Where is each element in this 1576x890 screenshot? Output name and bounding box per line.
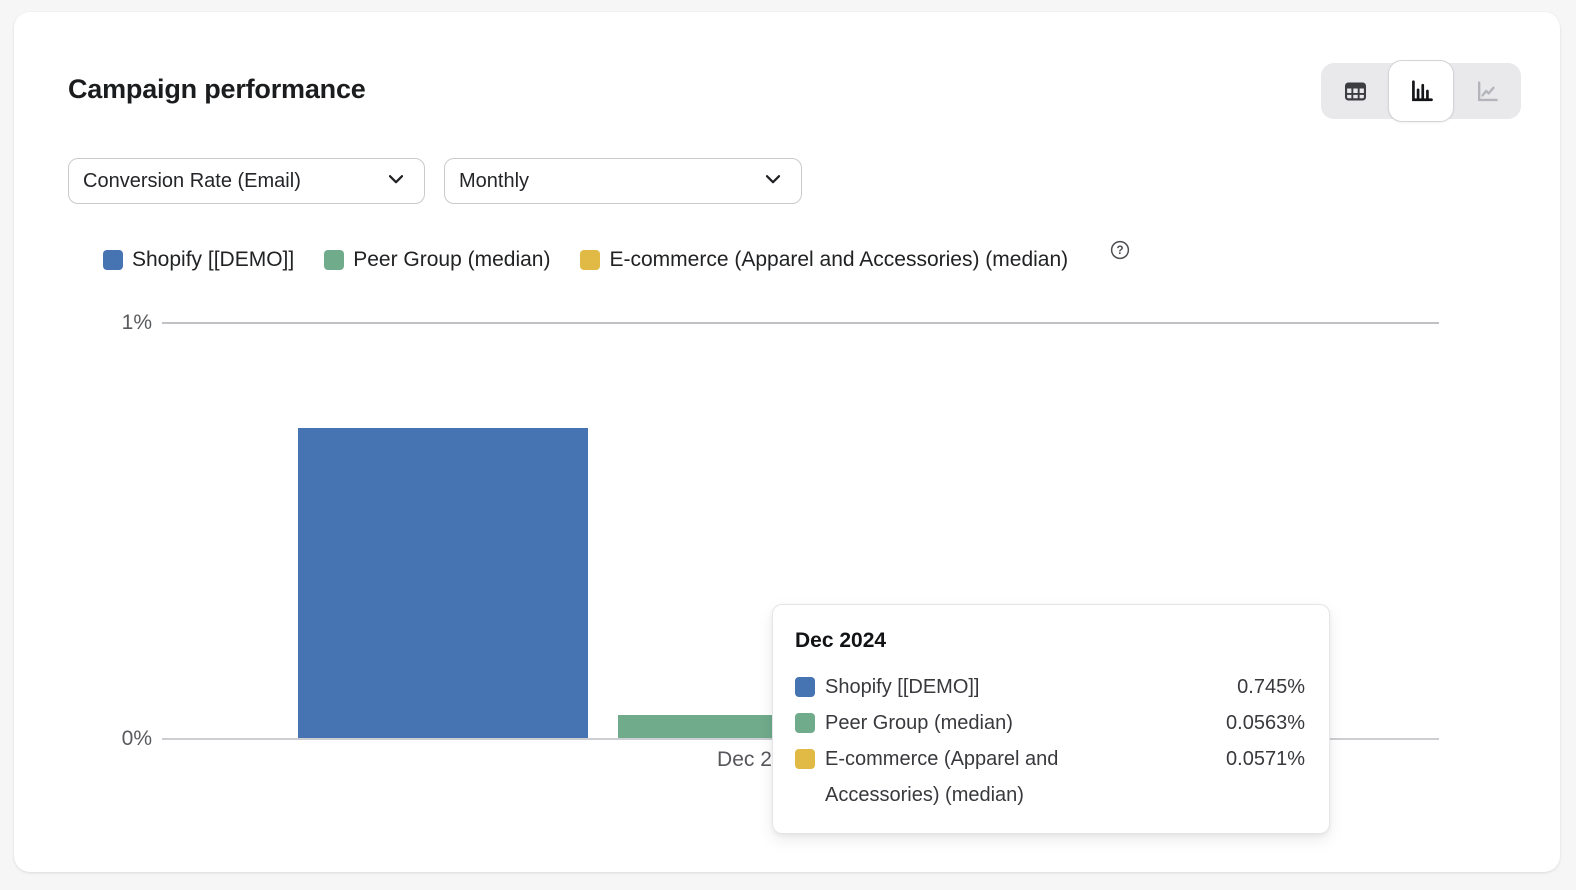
- chart-legend: Shopify [[DEMO]] Peer Group (median) E-c…: [103, 240, 1130, 272]
- chart-view-toggle: [1321, 60, 1521, 122]
- metric-dropdown-value: Conversion Rate (Email): [83, 169, 301, 192]
- legend-swatch-shopify: [103, 249, 123, 270]
- campaign-performance-card: Campaign performance: [14, 12, 1560, 872]
- tooltip-row-value: 0.0563%: [1226, 712, 1305, 734]
- tooltip-row-label: Shopify [[DEMO]]: [825, 676, 980, 698]
- page-title: Campaign performance: [68, 74, 366, 104]
- table-view-icon: [1342, 78, 1369, 105]
- legend-item-ecommerce[interactable]: E-commerce (Apparel and Accessories) (me…: [580, 248, 1068, 272]
- legend-swatch-ecommerce: [580, 249, 601, 270]
- tooltip-row-value: 0.745%: [1237, 676, 1305, 698]
- line-chart-view-button[interactable]: [1456, 63, 1518, 119]
- metric-dropdown[interactable]: Conversion Rate (Email): [68, 158, 425, 204]
- legend-item-shopify[interactable]: Shopify [[DEMO]]: [103, 248, 294, 272]
- interval-dropdown-value: Monthly: [459, 169, 530, 192]
- bar-chart-view-icon: [1407, 77, 1435, 105]
- tooltip-row-peer-group: Peer Group (median) 0.0563%: [795, 705, 1305, 741]
- svg-text:?: ?: [1117, 245, 1124, 257]
- chart-tooltip: Dec 2024 Shopify [[DEMO]] 0.745% Peer Gr…: [772, 604, 1330, 834]
- legend-label: E-commerce (Apparel and Accessories) (me…: [609, 247, 1069, 271]
- legend-label: Shopify [[DEMO]]: [132, 247, 295, 271]
- y-axis-tick-1pct: 1%: [121, 311, 152, 334]
- tooltip-swatch-ecommerce: [795, 749, 815, 769]
- tooltip-row-value: 0.0571%: [1226, 748, 1305, 770]
- tooltip-row-shopify: Shopify [[DEMO]] 0.745%: [795, 669, 1305, 705]
- legend-item-peer-group[interactable]: Peer Group (median): [324, 248, 550, 272]
- legend-swatch-peer-group: [324, 249, 345, 270]
- bar-shopify[interactable]: [298, 428, 588, 738]
- tooltip-swatch-peer-group: [795, 713, 815, 733]
- y-axis-tick-0pct: 0%: [121, 727, 152, 750]
- tooltip-row-label: Peer Group (median): [825, 712, 1013, 734]
- tooltip-row-label: E-commerce (Apparel and Accessories) (me…: [825, 748, 1059, 806]
- chevron-down-icon: [761, 167, 785, 196]
- chevron-down-icon: [384, 167, 408, 196]
- table-view-button[interactable]: [1325, 63, 1387, 119]
- line-chart-view-icon: [1473, 78, 1500, 105]
- legend-label: Peer Group (median): [353, 247, 551, 271]
- bar-chart-view-button[interactable]: [1388, 60, 1454, 122]
- interval-dropdown[interactable]: Monthly: [444, 158, 802, 204]
- tooltip-row-ecommerce: E-commerce (Apparel and Accessories) (me…: [795, 741, 1305, 813]
- help-icon[interactable]: ?: [1110, 240, 1130, 265]
- tooltip-swatch-shopify: [795, 677, 815, 697]
- tooltip-title: Dec 2024: [795, 629, 887, 652]
- gridline-1pct: [162, 322, 1439, 324]
